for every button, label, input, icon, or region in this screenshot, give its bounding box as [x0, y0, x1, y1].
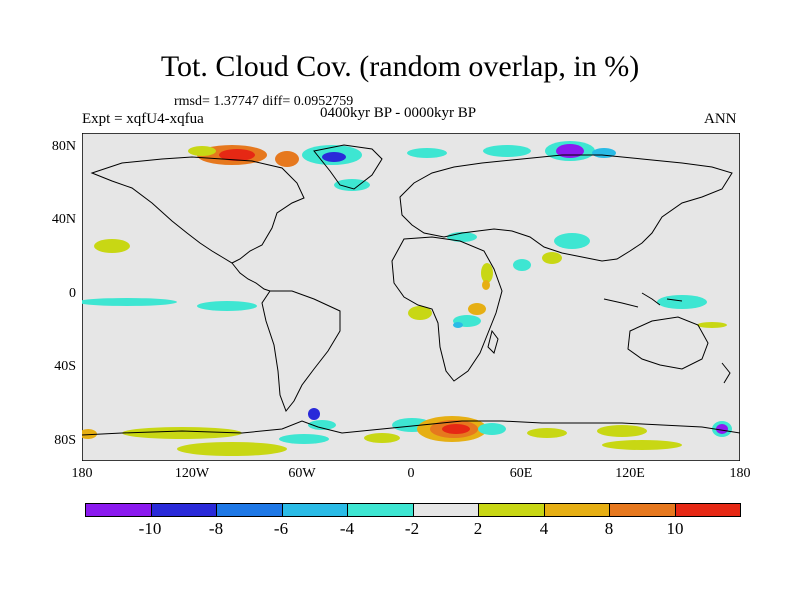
- anomaly-patch: [482, 280, 490, 290]
- colorbar-swatch: [479, 504, 545, 516]
- x-tick-label: 180: [729, 466, 751, 481]
- coastline-new-zealand: [721, 362, 731, 384]
- season-label: ANN: [704, 111, 737, 127]
- coastline-central-america: [231, 262, 271, 292]
- colorbar-label: -10: [138, 519, 162, 538]
- stats-text: rmsd= 1.37747 diff= 0.0952759: [174, 94, 354, 109]
- anomaly-patch: [308, 408, 320, 420]
- colorbar-swatch: [217, 504, 283, 516]
- anomaly-patch: [478, 423, 506, 435]
- anomaly-patch: [556, 144, 584, 158]
- anomaly-patch: [279, 434, 329, 444]
- plot-title: Tot. Cloud Cov. (random overlap, in %): [160, 50, 640, 83]
- anomaly-patch: [188, 146, 216, 156]
- colorbar-label: 2: [473, 519, 483, 538]
- anomaly-patches: [82, 141, 732, 456]
- y-tick-label: 40N: [51, 212, 76, 227]
- y-tick-label: 40S: [54, 359, 76, 374]
- anomaly-patch: [322, 152, 346, 162]
- coastline-south-america: [261, 290, 341, 412]
- anomaly-patch: [197, 301, 257, 311]
- anomaly-patch: [364, 433, 400, 443]
- experiment-label: Expt = xqfU4-xqfua: [82, 111, 204, 127]
- y-tick-label: 80N: [51, 139, 76, 154]
- coastlines: [82, 144, 740, 436]
- anomaly-patch: [82, 429, 97, 439]
- map-panel: [82, 133, 740, 461]
- y-tick-label: 0: [69, 286, 76, 301]
- anomaly-patch: [408, 306, 432, 320]
- colorbar-label: 4: [539, 519, 549, 538]
- anomaly-patch: [602, 440, 682, 450]
- colorbar-swatch: [282, 504, 348, 516]
- anomaly-patch: [527, 428, 567, 438]
- colorbar-label: -8: [208, 519, 224, 538]
- anomaly-patch: [468, 303, 486, 315]
- x-tick-label: 0: [407, 466, 415, 481]
- anomaly-patch: [442, 424, 470, 434]
- colorbar-label: 8: [604, 519, 614, 538]
- x-tick-label: 120W: [174, 466, 210, 481]
- anomaly-patch: [542, 252, 562, 264]
- x-tick-label: 60W: [288, 466, 316, 481]
- x-tick-label: 60E: [509, 466, 533, 481]
- y-tick-label: 80S: [54, 433, 76, 448]
- colorbar-swatch: [544, 504, 610, 516]
- coastline-madagascar: [487, 329, 499, 354]
- colorbar-swatch: [86, 504, 152, 516]
- anomaly-patch: [554, 233, 590, 249]
- anomaly-patch: [481, 263, 493, 283]
- coastline-greenland: [313, 144, 383, 190]
- anomaly-patch: [275, 151, 299, 167]
- colorbar-label: -4: [339, 519, 355, 538]
- colorbar-swatch: [610, 504, 676, 516]
- colorbar-label: 10: [666, 519, 684, 538]
- anomaly-patch: [453, 322, 463, 328]
- anomaly-patch: [483, 145, 531, 157]
- colorbar-swatch: [675, 504, 740, 516]
- anomaly-patch: [657, 295, 707, 309]
- x-tick-label: 180: [71, 466, 93, 481]
- anomaly-patch: [82, 298, 177, 306]
- coastline-north-america: [90, 156, 305, 264]
- anomaly-patch: [407, 148, 447, 158]
- coastline-australia: [627, 316, 709, 370]
- period-label: 0400kyr BP - 0000kyr BP: [320, 105, 477, 121]
- colorbar: [85, 503, 741, 517]
- coastline-antarctica: [82, 420, 740, 436]
- colorbar-swatch: [151, 504, 217, 516]
- anomaly-patch: [716, 424, 728, 434]
- coastline-indonesia: [603, 292, 683, 308]
- anomaly-patch: [697, 322, 727, 328]
- anomaly-patch: [597, 425, 647, 437]
- colorbar-label: -6: [273, 519, 289, 538]
- colorbar-label: -2: [404, 519, 420, 538]
- colorbar-swatch: [413, 504, 479, 516]
- map-background: [82, 133, 740, 461]
- anomaly-patch: [94, 239, 130, 253]
- anomaly-patch: [219, 149, 255, 161]
- coastline-eurasia: [399, 154, 733, 262]
- coastline-africa: [391, 236, 503, 382]
- anomaly-patch: [122, 427, 242, 439]
- anomaly-patch: [308, 420, 336, 430]
- x-tick-label: 120E: [615, 466, 645, 481]
- anomaly-patch: [513, 259, 531, 271]
- anomaly-patch: [334, 179, 370, 191]
- colorbar-swatch: [348, 504, 414, 516]
- anomaly-patch: [177, 442, 287, 456]
